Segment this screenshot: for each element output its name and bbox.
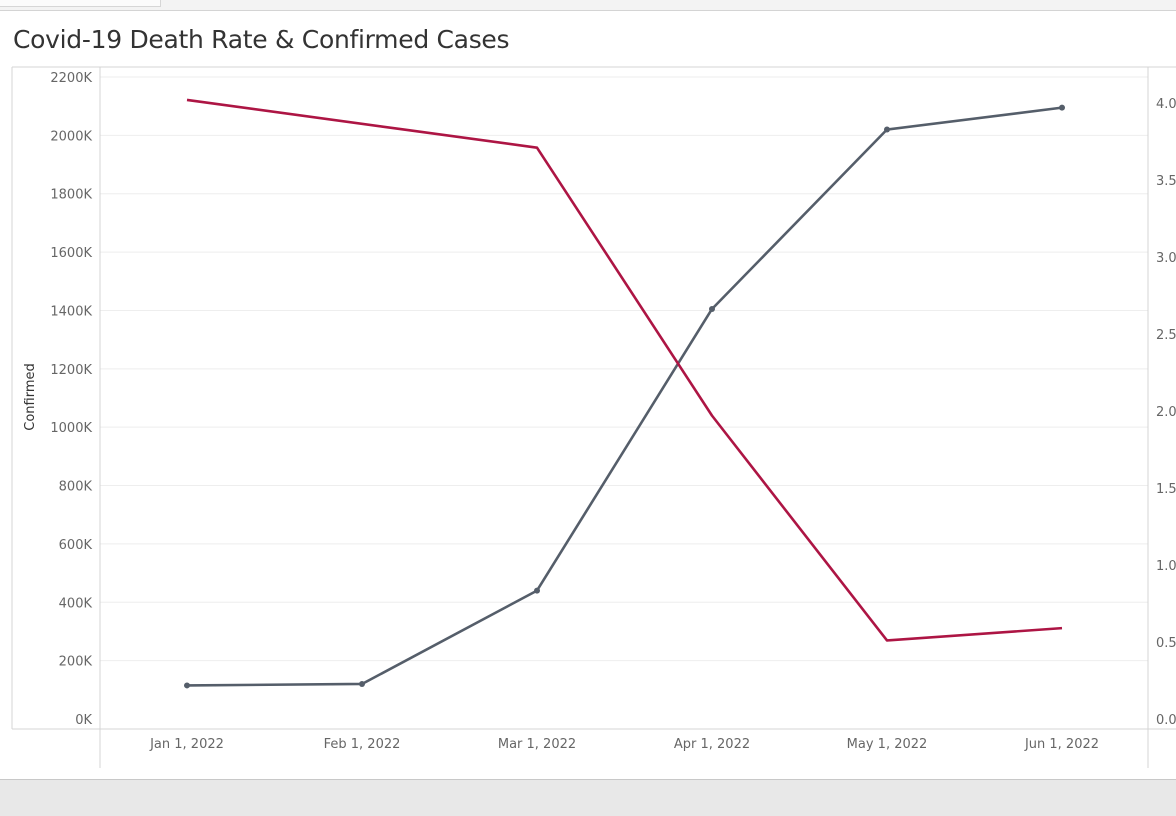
top-strip: [0, 0, 1176, 10]
x-tick-label: Jun 1, 2022: [1024, 737, 1099, 752]
y-tick-label: 0K: [75, 713, 92, 728]
worksheet-panel: Covid-19 Death Rate & Confirmed Cases: [0, 10, 1176, 780]
x-tick-label: Apr 1, 2022: [674, 737, 750, 752]
x-tick-label: Jan 1, 2022: [149, 737, 224, 752]
y-tick-label: 600K: [59, 538, 93, 553]
y2-tick-label: 4.0: [1156, 97, 1176, 112]
y-tick-label: 1200K: [50, 363, 92, 378]
y-tick-label: 400K: [59, 596, 93, 611]
y2-tick-label: 2.0: [1156, 405, 1176, 420]
y-axis-label: Confirmed: [23, 363, 38, 431]
data-point[interactable]: [1059, 104, 1065, 111]
series-points: [184, 104, 1065, 689]
gridlines: [100, 76, 1148, 662]
data-point[interactable]: [534, 587, 540, 594]
y-tick-label: 1800K: [50, 188, 92, 203]
y2-tick-label: 1.5: [1156, 482, 1176, 497]
data-point[interactable]: [184, 682, 190, 689]
x-axis-ticks: Jan 1, 2022 Feb 1, 2022 Mar 1, 2022 Apr 1, …: [149, 737, 1099, 752]
data-point[interactable]: [359, 680, 365, 687]
data-point[interactable]: [709, 305, 715, 312]
y-tick-label: 1000K: [50, 421, 92, 436]
y-tick-label: 800K: [59, 480, 93, 495]
y2-axis-ticks: 0.0 0.5 1.0 1.5 2.0 2.5 3.0 3.5 4.0: [1156, 97, 1176, 728]
y2-tick-label: 0.0: [1156, 713, 1176, 728]
y2-tick-label: 0.5: [1156, 636, 1176, 651]
y-tick-label: 1600K: [50, 246, 92, 261]
x-tick-label: May 1, 2022: [847, 737, 928, 752]
chart-title: Covid-19 Death Rate & Confirmed Cases: [13, 25, 510, 54]
y-tick-label: 200K: [59, 655, 93, 670]
x-tick-label: Mar 1, 2022: [498, 737, 576, 752]
y-tick-label: 2000K: [50, 129, 92, 144]
y2-tick-label: 1.0: [1156, 559, 1176, 574]
x-tick-label: Feb 1, 2022: [324, 737, 401, 752]
data-point[interactable]: [884, 126, 890, 133]
y2-tick-label: 3.0: [1156, 251, 1176, 266]
axes: [11, 66, 1176, 768]
series-lines: [186, 98, 1063, 687]
y-tick-label: 2200K: [50, 71, 92, 86]
sheet-tab[interactable]: [0, 0, 161, 7]
series-line-1[interactable]: [186, 98, 1063, 642]
y-tick-label: 1400K: [50, 304, 92, 319]
series-line-0[interactable]: [186, 106, 1063, 687]
y-axis-ticks: 0K 200K 400K 600K 800K 1000K 1200K 1400K 1600K 18…: [50, 71, 92, 728]
y2-tick-label: 3.5: [1156, 174, 1176, 189]
y2-tick-label: 2.5: [1156, 328, 1176, 343]
